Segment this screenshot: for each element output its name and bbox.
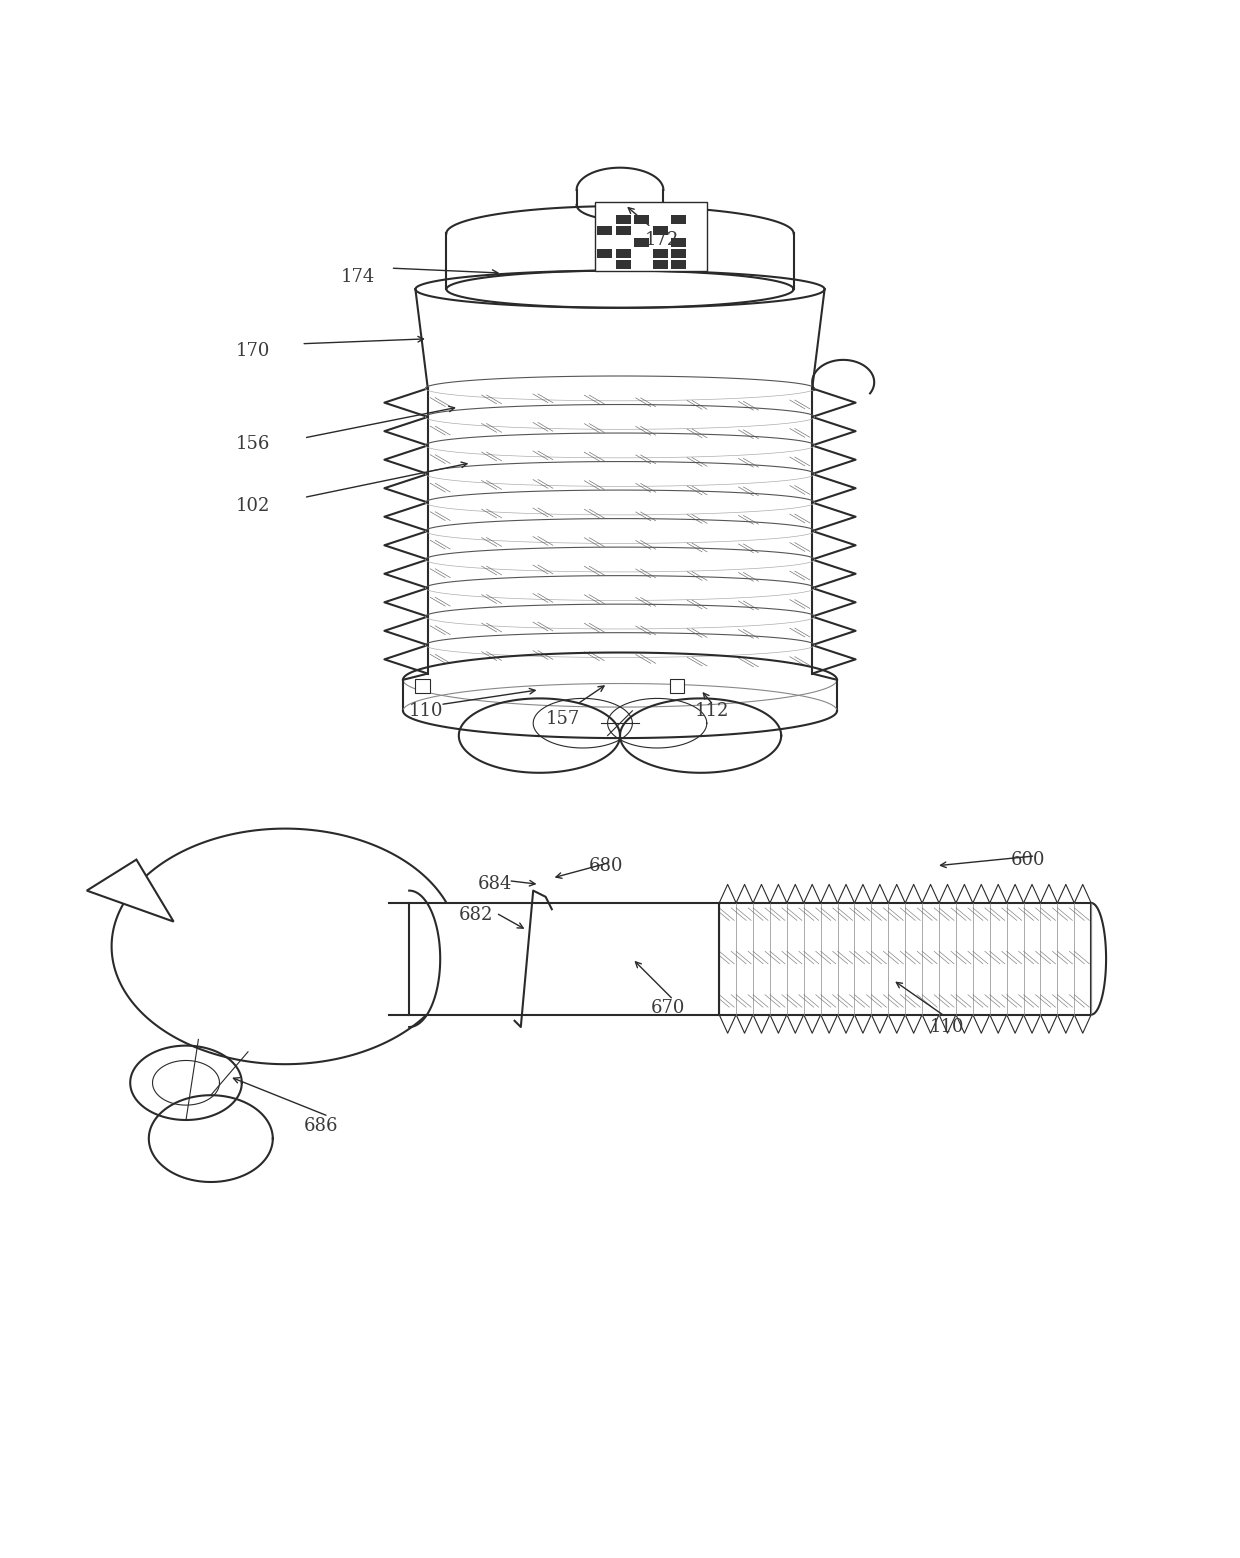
Text: 172: 172 [645,231,680,249]
Bar [595,203,707,271]
Bar [672,238,686,246]
Text: 112: 112 [694,701,729,720]
Text: 670: 670 [651,999,686,1017]
Text: 680: 680 [589,857,624,874]
Bar [415,679,430,693]
Text: 157: 157 [546,710,580,729]
Bar [634,260,650,270]
Bar [615,226,630,235]
Text: 686: 686 [304,1117,339,1136]
Text: 156: 156 [236,435,270,453]
Bar [652,260,667,270]
Bar [672,249,686,259]
Text: 682: 682 [459,907,494,924]
Polygon shape [112,829,459,1064]
Text: 110: 110 [409,701,444,720]
Text: 170: 170 [236,343,270,360]
Bar [596,260,611,270]
Bar [672,215,686,224]
Bar [652,215,667,224]
Bar [670,679,684,693]
Text: 102: 102 [236,497,270,516]
Bar [719,904,1091,1014]
Bar [634,215,650,224]
Bar [409,904,719,1014]
Bar [634,238,650,246]
Text: 110: 110 [930,1017,965,1036]
Bar [615,249,630,259]
Bar [615,260,630,270]
Text: 684: 684 [477,876,512,893]
Text: 174: 174 [341,268,376,285]
Text: 600: 600 [1011,851,1045,869]
Polygon shape [87,860,174,922]
Bar [596,238,611,246]
